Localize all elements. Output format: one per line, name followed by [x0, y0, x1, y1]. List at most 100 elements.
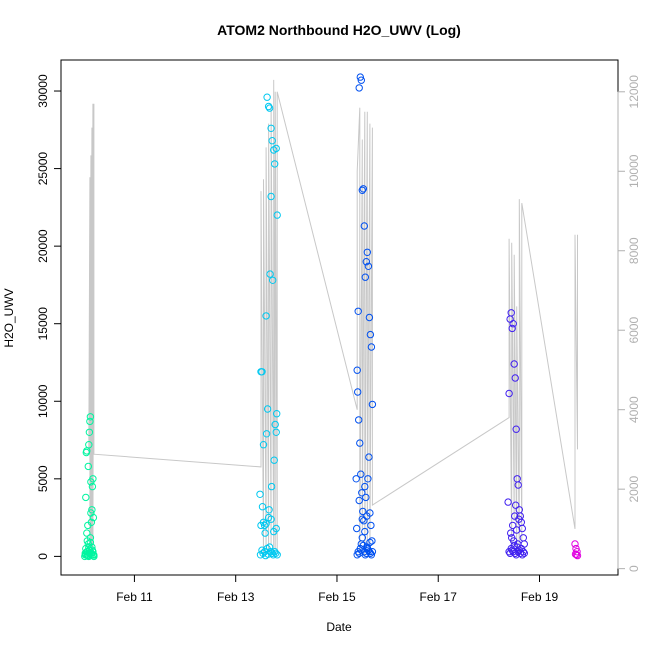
data-point [83, 529, 91, 537]
y-tick-label: 30000 [36, 74, 50, 108]
data-point [368, 548, 377, 556]
data-point [87, 509, 95, 517]
data-point [267, 482, 276, 491]
data-point [355, 416, 363, 424]
data-point [353, 551, 361, 559]
data-point [365, 453, 373, 461]
x-tick-label: Feb 19 [521, 590, 559, 604]
data-point [360, 517, 368, 525]
data-point [353, 366, 361, 374]
x-tick-label: Feb 15 [318, 590, 356, 604]
data-point [353, 524, 361, 533]
secondary-line [88, 79, 578, 560]
data-point [84, 462, 93, 471]
data-point [262, 430, 271, 438]
data-point [267, 515, 275, 523]
data-point [509, 320, 517, 328]
y2-tick-label: 10000 [627, 154, 641, 188]
data-point [272, 428, 280, 436]
plot-frame [60, 59, 619, 576]
data-point [354, 307, 362, 315]
data-point [361, 527, 369, 536]
data-point [358, 515, 366, 523]
data-point [267, 192, 275, 201]
data-point [367, 343, 376, 351]
data-point [366, 538, 374, 547]
data-point [514, 481, 522, 489]
data-point [258, 503, 267, 511]
data-point [359, 185, 367, 193]
data-point [265, 543, 274, 551]
data-point [366, 330, 375, 339]
data-point [262, 520, 270, 528]
data-point [265, 506, 273, 514]
data-point [262, 312, 270, 320]
data-point [514, 540, 522, 548]
data-point [352, 475, 360, 483]
data-point [268, 137, 276, 145]
data-point [504, 498, 512, 506]
y-tick-label: 0 [36, 553, 50, 560]
data-point [273, 211, 281, 219]
data-point [256, 490, 264, 498]
data-point [362, 493, 370, 502]
y-axis: 0 5000 10000 15000 20000 25000 30000 [36, 74, 62, 560]
data-point [518, 551, 526, 559]
data-point [358, 186, 366, 195]
data-point [357, 540, 365, 548]
data-point [264, 102, 273, 111]
data-point [368, 400, 377, 409]
data-point [358, 534, 366, 542]
x-axis-label: Date [326, 620, 352, 634]
y2-tick-label: 2000 [627, 475, 641, 502]
data-point [356, 73, 364, 81]
data-point [367, 551, 376, 559]
data-point [509, 521, 517, 530]
data-point [357, 76, 365, 84]
scatter-points-layer [81, 73, 582, 561]
chart-title: ATOM2 Northbound H2O_UWV (Log) [217, 22, 461, 38]
data-point [365, 313, 374, 322]
data-point [513, 526, 521, 534]
data-point [264, 550, 272, 558]
data-point [357, 470, 365, 478]
data-point [258, 368, 266, 376]
data-point [85, 428, 94, 436]
data-point [361, 273, 369, 281]
y2-tick-label: 0 [627, 565, 641, 572]
data-point [86, 417, 94, 426]
data-point [571, 540, 579, 548]
data-point [88, 482, 97, 491]
data-point [362, 258, 370, 266]
data-point [89, 551, 98, 559]
data-point [272, 144, 280, 153]
data-point [273, 410, 281, 418]
data-point [367, 521, 375, 530]
data-point [507, 529, 515, 537]
data-point [573, 551, 582, 560]
data-point [363, 248, 371, 257]
data-point [508, 324, 516, 333]
data-point [356, 439, 364, 447]
data-point [519, 534, 527, 542]
data-point [266, 270, 274, 278]
data-point [355, 84, 363, 92]
secondary-line-layer [88, 79, 578, 560]
data-point [571, 550, 580, 558]
data-point [515, 515, 523, 523]
data-point [265, 104, 274, 112]
y2-axis: 0 2000 4000 6000 8000 10000 12000 [617, 75, 641, 572]
data-point [259, 549, 267, 557]
data-point [364, 262, 373, 270]
data-point [361, 482, 369, 491]
data-point [520, 549, 528, 557]
data-point [82, 493, 90, 502]
data-point [360, 222, 368, 230]
y-tick-label: 20000 [36, 229, 50, 263]
data-point [271, 160, 279, 168]
data-point [86, 534, 95, 542]
data-point [85, 441, 93, 449]
data-point [86, 413, 95, 421]
data-point [263, 405, 272, 413]
